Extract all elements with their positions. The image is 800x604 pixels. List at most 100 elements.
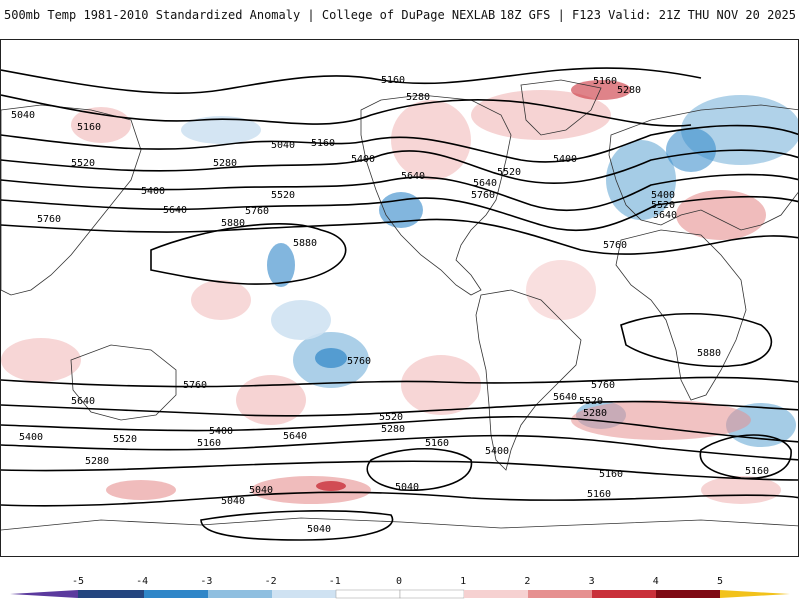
contour-label: 5640	[71, 396, 95, 407]
contour-label: 5160	[77, 122, 101, 133]
contour-label: 5760	[471, 190, 495, 201]
south-america-coast	[475, 289, 582, 471]
contour-line	[1, 124, 798, 163]
colorbar	[0, 568, 800, 600]
contour-label: 5160	[197, 438, 221, 449]
contour-line	[1, 94, 692, 127]
contour-label: 5040	[249, 485, 273, 496]
anomaly-cold-patch	[666, 128, 716, 172]
contour-line	[366, 448, 473, 491]
contour-label: 5160	[587, 489, 611, 500]
contour-label: 5520	[651, 200, 675, 211]
run-info: 18Z GFS | F123 Valid: 21Z THU NOV 20 202…	[499, 8, 796, 22]
contour-line	[1, 491, 798, 507]
anomaly-warm-patch	[191, 280, 251, 320]
contour-label: 5280	[85, 456, 109, 467]
contour-label: 5760	[183, 380, 207, 391]
anomaly-warm-patch	[106, 480, 176, 500]
colorbar-over-arrow	[720, 590, 790, 598]
contour-label: 5160	[381, 75, 405, 86]
anomaly-warm-patch	[571, 400, 751, 440]
anomaly-warm-patch	[236, 375, 306, 425]
contour-label: 5760	[591, 380, 615, 391]
colorbar-bin	[78, 590, 144, 598]
contour-line	[1, 218, 798, 255]
anomaly-cold-patch	[315, 348, 347, 368]
africa-coast	[615, 229, 747, 401]
contour-labels: 5160 5040 5160 5040 5160 5280 5160 5280 …	[11, 75, 769, 535]
colorbar-bin	[464, 590, 528, 598]
colorbar-bin	[528, 590, 592, 598]
antarctica-coast	[1, 517, 798, 531]
contour-label: 5880	[293, 238, 317, 249]
australia-coast	[70, 344, 177, 421]
contour-label: 5280	[213, 158, 237, 169]
map-canvas: 5160 5040 5160 5040 5160 5280 5160 5280 …	[1, 67, 798, 541]
anomaly-warm-patch	[401, 355, 481, 415]
anomaly-warm-patch	[526, 260, 596, 320]
asia-west-coast	[1, 104, 142, 296]
contour-line	[1, 434, 798, 461]
contour-label: 5400	[485, 446, 509, 457]
contour-line	[200, 510, 394, 541]
contour-label: 5280	[583, 408, 607, 419]
map-title: 500mb Temp 1981-2010 Standardized Anomal…	[4, 8, 496, 22]
contour-label: 5520	[579, 396, 603, 407]
contour-label: 5760	[245, 206, 269, 217]
contour-label: 5160	[425, 438, 449, 449]
contour-label: 5640	[653, 210, 677, 221]
height-contours	[1, 67, 798, 541]
anomaly-warm-patch	[701, 476, 781, 504]
contour-label: 5160	[599, 469, 623, 480]
anomaly-warm-patch	[471, 90, 611, 140]
anomaly-warm-patch	[316, 481, 346, 491]
anomaly-cold-patch	[271, 300, 331, 340]
contour-label: 5280	[406, 92, 430, 103]
contour-label: 5880	[697, 348, 721, 359]
header: 500mb Temp 1981-2010 Standardized Anomal…	[0, 0, 800, 30]
contour-label: 5640	[401, 171, 425, 182]
anomaly-warm-patch	[676, 190, 766, 240]
colorbar-tick-label: 2	[524, 576, 531, 587]
contour-label: 5640	[473, 178, 497, 189]
contour-line	[1, 173, 798, 212]
eurasia-coast	[608, 104, 798, 231]
north-america-coast	[360, 94, 512, 296]
colorbar-tick-label: 0	[395, 576, 403, 587]
contour-label: 5520	[497, 167, 521, 178]
contour-label: 5280	[381, 424, 405, 435]
colorbar-bin	[272, 590, 336, 598]
colorbar-bin	[399, 589, 465, 599]
contour-label: 5520	[379, 412, 403, 423]
colorbar-bin	[592, 590, 656, 598]
colorbar-tick-label: 5	[716, 576, 724, 587]
contour-line	[1, 195, 798, 232]
contour-line	[1, 376, 798, 388]
contour-label: 5400	[141, 186, 165, 197]
contour-label: 5760	[37, 214, 61, 225]
colorbar-bin	[208, 590, 272, 598]
contour-label: 5400	[651, 190, 675, 201]
contour-line	[620, 313, 773, 368]
contour-label: 5400	[553, 154, 577, 165]
contour-line	[1, 149, 798, 185]
contour-label: 5280	[617, 85, 641, 96]
anomaly-warm-patch	[1, 338, 81, 382]
greenland-coast	[520, 79, 602, 136]
colorbar-tick-label: -2	[264, 576, 277, 587]
contour-label: 5160	[745, 466, 769, 477]
contour-label: 5040	[395, 482, 419, 493]
colorbar-tick-label: 4	[652, 576, 659, 587]
map-panel: 5160 5040 5160 5040 5160 5280 5160 5280 …	[0, 39, 799, 557]
colorbar-tick-label: -4	[136, 576, 149, 587]
contour-label: 5760	[603, 240, 627, 251]
colorbar-tick-label: 1	[460, 576, 467, 587]
contour-line	[150, 223, 347, 285]
contour-label: 5640	[163, 205, 187, 216]
colorbar-tick-label: -3	[200, 576, 213, 587]
coastlines	[1, 79, 798, 531]
contour-label: 5160	[311, 138, 335, 149]
contour-label: 5040	[221, 496, 245, 507]
colorbar-tick-label: 3	[588, 576, 595, 587]
contour-label: 5520	[271, 190, 295, 201]
